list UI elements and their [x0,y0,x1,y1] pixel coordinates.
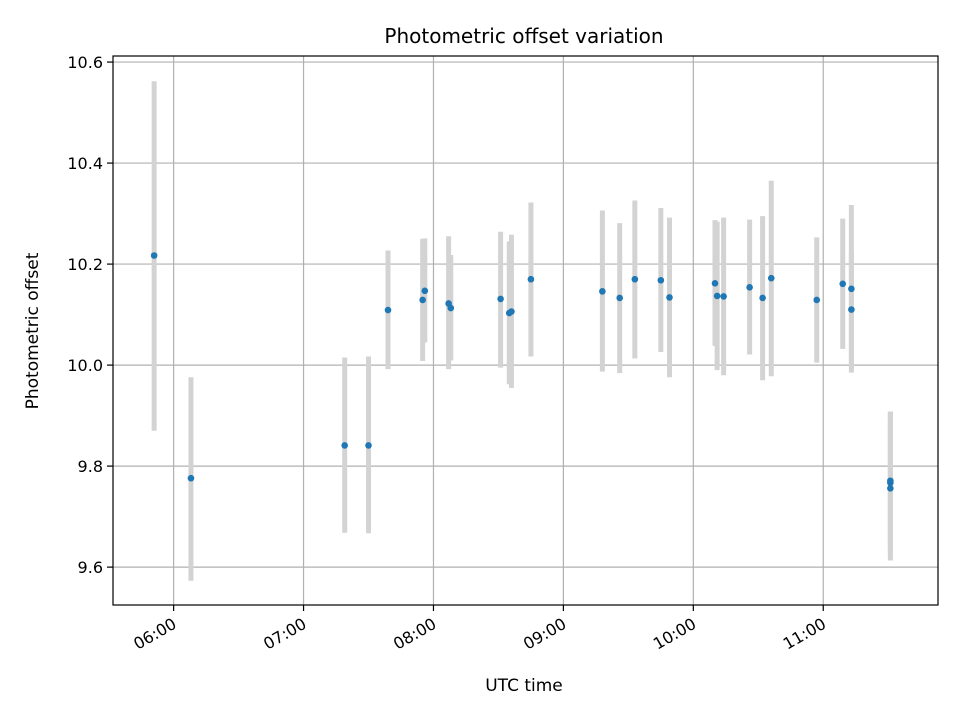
y-axis-ticks: 9.6 9.8 10.0 10.2 10.4 10.6 [67,53,113,577]
data-point [839,280,847,288]
x-axis-label: UTC time [485,676,563,696]
data-point [150,252,158,259]
data-point [887,477,894,485]
data-point [848,285,855,293]
data-point [711,279,719,287]
data-point [421,287,429,295]
grid [113,56,938,605]
plot-frame [112,55,939,606]
data-point [767,274,775,282]
data-point [508,308,515,315]
y-tick-label: 10.6 [67,53,103,72]
data-point [657,276,665,284]
data-point [341,442,348,449]
data-points [150,252,894,492]
y-axis-label: Photometric offset [23,252,43,409]
data-point [365,442,372,449]
y-tick-label: 10.0 [67,356,103,375]
data-point [616,294,623,302]
data-point [419,296,426,304]
y-tick-label: 9.6 [78,558,103,577]
data-point [447,304,455,312]
data-point [527,275,535,283]
y-tick-label: 10.4 [67,154,103,173]
data-point [666,294,673,301]
y-tick-label: 9.8 [78,457,103,476]
data-point [497,295,504,303]
data-point [759,294,766,302]
data-point [720,293,727,300]
data-point [813,296,821,304]
data-point [384,306,392,314]
chart-title: Photometric offset variation [384,24,663,48]
data-point [848,306,855,313]
data-point [746,284,753,291]
data-point [187,474,195,482]
data-point [713,292,721,300]
y-tick-label: 10.2 [67,255,103,274]
data-point [631,275,639,283]
data-point [599,288,606,295]
data-point [887,485,894,492]
